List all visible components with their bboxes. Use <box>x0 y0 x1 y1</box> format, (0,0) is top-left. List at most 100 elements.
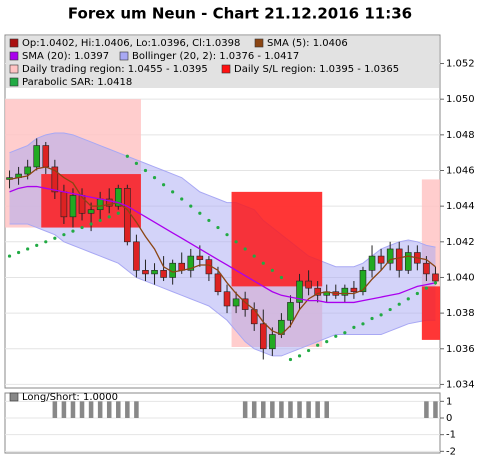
bollinger-upper <box>9 132 436 268</box>
candle-body <box>24 166 31 175</box>
candle-body <box>51 166 59 193</box>
y-tick-label: 1.034 <box>446 379 475 390</box>
legend-label: Daily trading region: 1.0455 - 1.0395 <box>22 64 208 75</box>
sar-dot <box>334 334 338 338</box>
sar-dot <box>125 154 129 158</box>
sar-dot <box>98 218 102 223</box>
sar-dot <box>89 222 93 226</box>
bar <box>297 401 302 418</box>
legend-box <box>6 36 439 88</box>
legend-swatch <box>9 64 19 74</box>
legend-swatch <box>9 77 19 87</box>
candle-body <box>259 323 267 350</box>
sar-dot <box>26 247 30 251</box>
legend-label: Parabolic SAR: 1.0418 <box>22 77 132 88</box>
y-tick-label: 1 <box>446 396 452 407</box>
candle-body <box>69 195 77 218</box>
legend-label: SMA (20): 1.0397 <box>22 51 109 62</box>
bar <box>270 401 275 418</box>
bar <box>61 401 67 418</box>
candle-body <box>287 302 294 321</box>
sar-dot <box>44 240 48 244</box>
sar-dot <box>388 307 392 312</box>
candle-body <box>296 280 303 303</box>
bar <box>261 401 266 418</box>
y-tick-label: -2 <box>446 446 456 457</box>
legend-swatch <box>9 392 19 402</box>
sar-dot <box>35 243 39 247</box>
sar-dot <box>297 354 302 358</box>
sar-dot <box>225 233 229 237</box>
legend-label: Daily S/L region: 1.0395 - 1.0365 <box>234 64 399 75</box>
candle-body <box>359 270 367 293</box>
y-tick-label: 1.044 <box>446 201 475 212</box>
sar-dot <box>143 168 148 173</box>
sar-dot <box>243 247 247 251</box>
bar <box>97 401 103 418</box>
legend-label: Long/Short: 1.0000 <box>22 392 118 403</box>
legend-swatch <box>9 38 19 48</box>
candle-body <box>423 262 430 275</box>
legend-label: SMA (5): 1.0406 <box>267 38 348 49</box>
y-tick-label: 1.038 <box>446 308 475 319</box>
candle-body <box>142 270 149 275</box>
bar <box>279 401 284 418</box>
y-tick-label: 1.052 <box>446 59 475 70</box>
bar <box>433 401 438 418</box>
sar-dot <box>7 254 12 258</box>
sar-dot <box>361 322 365 326</box>
bar <box>324 401 329 418</box>
candle-body <box>60 191 68 218</box>
sar-dot <box>325 340 329 344</box>
sar-dot <box>279 275 284 280</box>
y-tick-label: 0 <box>446 413 452 424</box>
sar-dot <box>343 331 347 335</box>
bar <box>134 401 139 418</box>
candle-body <box>160 270 167 278</box>
bar <box>116 401 121 418</box>
y-tick-label: 1.042 <box>446 237 475 248</box>
candle-body <box>341 287 349 296</box>
legend-label: Bollinger (20, 2): 1.0376 - 1.0417 <box>132 51 299 62</box>
sar-dot <box>397 302 401 306</box>
sar-dot <box>316 343 320 347</box>
legend-swatch <box>254 38 264 48</box>
sar-dot <box>171 190 175 194</box>
sar-dot <box>161 183 166 187</box>
sar-dot <box>261 261 265 265</box>
y-tick-label: 1.046 <box>446 165 475 176</box>
sar-dot <box>406 297 410 301</box>
sar-dot <box>134 161 139 165</box>
legend-label: Op:1.0402, Hi:1.0406, Lo:1.0396, Cl:1.03… <box>22 38 240 49</box>
candle-body <box>187 255 195 271</box>
legend-swatch <box>9 51 19 61</box>
candle-body <box>377 255 385 264</box>
y-tick-label: 1.036 <box>446 344 475 355</box>
candle-body <box>350 287 358 293</box>
bar <box>70 401 76 418</box>
sar-dot <box>107 215 111 219</box>
sl-region <box>231 191 323 287</box>
sar-dot <box>180 197 184 201</box>
candle-body <box>314 287 321 296</box>
bar <box>251 401 257 418</box>
candle-body <box>368 255 376 271</box>
bar <box>424 401 429 418</box>
sar-dot <box>152 176 157 180</box>
candle-body <box>432 273 439 282</box>
sar-dot <box>53 236 57 240</box>
sar-dot <box>270 268 274 272</box>
sar-dot <box>433 281 438 285</box>
bar <box>106 401 112 418</box>
sl-region <box>421 286 440 340</box>
bar <box>88 401 94 418</box>
candle-body <box>33 145 41 168</box>
sar-dot <box>198 211 202 215</box>
sar-dot <box>424 286 429 290</box>
candle-body <box>404 252 412 271</box>
candle-body <box>151 270 158 275</box>
chart-title: Forex um Neun - Chart 21.12.2016 11:36 <box>68 5 412 23</box>
bollinger-lower <box>9 223 436 357</box>
sar-dot <box>80 225 84 230</box>
candle-body <box>269 334 276 350</box>
